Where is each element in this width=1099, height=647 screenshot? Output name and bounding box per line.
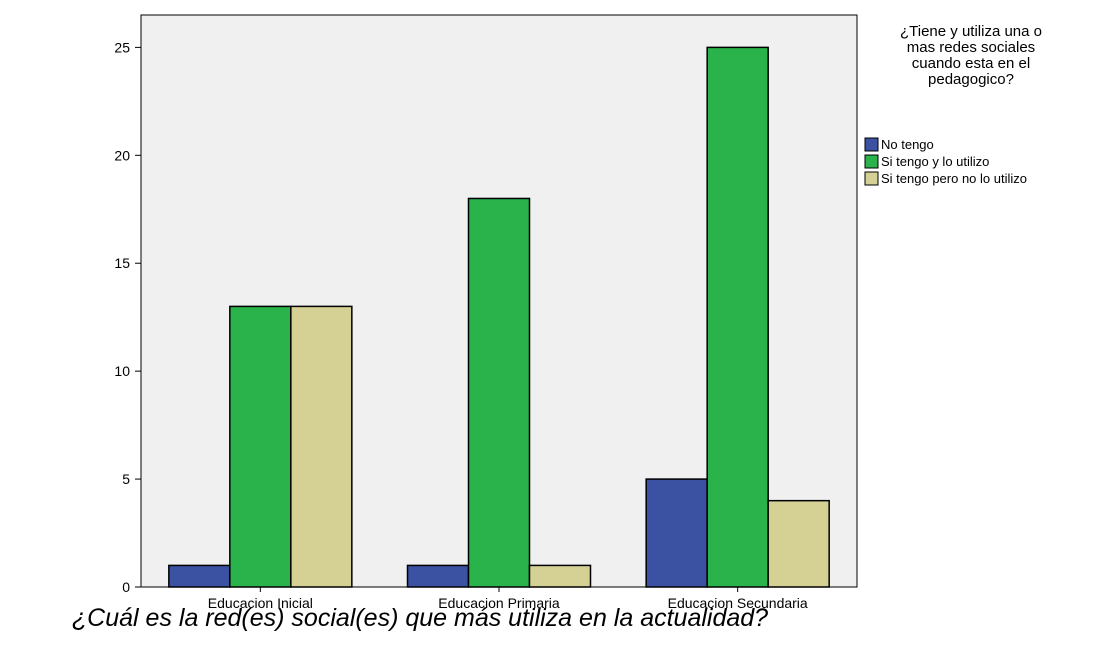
y-tick-label: 15 (114, 255, 130, 271)
bar (645, 478, 708, 588)
legend-swatch (864, 137, 879, 152)
y-tick-label: 10 (114, 363, 130, 379)
x-tick-label: Educacion Inicial (208, 595, 313, 611)
legend-title-line: cuando esta en el (912, 55, 1030, 72)
y-axis: 0 5 10 15 20 25 (114, 39, 141, 595)
x-axis-title: ¿Cuál es la red(es) social(es) que más u… (71, 604, 769, 632)
x-tick-label: Educacion Secundaria (668, 595, 808, 611)
bar (229, 305, 292, 588)
y-tick-label: 5 (122, 471, 130, 487)
bar (706, 46, 769, 588)
y-tick-label: 25 (114, 39, 130, 55)
bar (168, 564, 231, 588)
y-tick-label: 20 (114, 147, 130, 163)
legend-title-line: pedagogico? (928, 71, 1014, 88)
legend-title-line: ¿Tiene y utiliza una o (900, 23, 1042, 40)
legend-label: Si tengo pero no lo utilizo (881, 171, 1027, 186)
bar (767, 499, 830, 588)
legend-swatch (864, 171, 879, 186)
bar (467, 197, 531, 588)
x-axis: Educacion Inicial Educacion Primaria Educa… (208, 587, 808, 611)
legend-swatch (864, 154, 879, 169)
legend-title-line: mas redes sociales (907, 39, 1035, 56)
bar (290, 305, 353, 588)
bar (528, 564, 592, 588)
bars (168, 46, 830, 588)
legend-label: No tengo (881, 137, 934, 152)
legend-label: Si tengo y lo utilizo (881, 154, 989, 169)
x-tick-label: Educacion Primaria (438, 595, 560, 611)
bar (406, 564, 470, 588)
y-tick-label: 0 (122, 579, 130, 595)
